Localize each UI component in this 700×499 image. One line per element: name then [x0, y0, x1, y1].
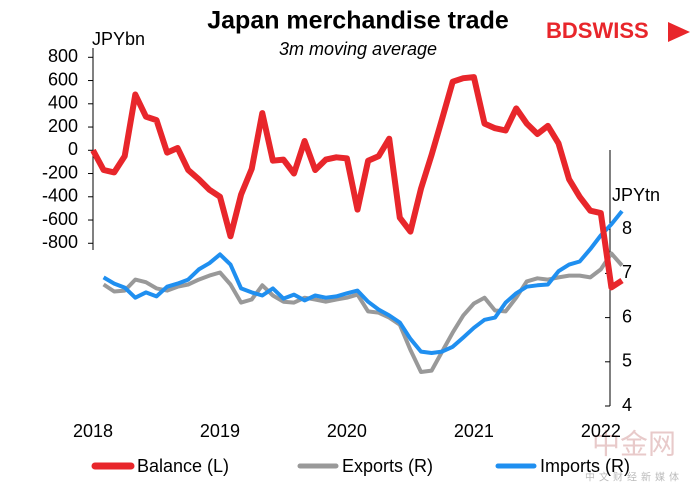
y-tick-label: 400 [48, 93, 78, 113]
chart-title: Japan merchandise trade [207, 7, 509, 35]
y-tick-label: 600 [48, 69, 78, 89]
y2-tick-label: 8 [622, 218, 632, 238]
y-tick-label: -400 [42, 186, 78, 206]
x-tick-label: 2021 [454, 421, 494, 441]
y2-tick-label: 6 [622, 306, 632, 326]
y2-axis-label: JPYtn [612, 185, 660, 205]
y2-tick-label: 7 [622, 262, 632, 282]
x-tick-label: 2018 [73, 421, 113, 441]
logo-icon [668, 22, 690, 42]
legend-label: Exports (R) [342, 456, 433, 476]
y-tick-label: -200 [42, 162, 78, 182]
legend-label: Balance (L) [137, 456, 229, 476]
watermark-sub: 中文财经新媒体 [585, 471, 683, 484]
y-tick-label: 0 [68, 139, 78, 159]
x-tick-label: 2020 [327, 421, 367, 441]
logo: BDSWISS [546, 18, 649, 43]
legend-label: Imports (R) [540, 456, 630, 476]
watermark: 中金网 [592, 428, 676, 459]
y2-tick-label: 4 [622, 395, 632, 415]
y-axis-label: JPYbn [92, 29, 145, 49]
y-tick-label: -800 [42, 232, 78, 252]
x-tick-label: 2022 [581, 421, 621, 441]
y-tick-label: 200 [48, 116, 78, 136]
series-line [102, 209, 624, 355]
x-tick-label: 2019 [200, 421, 240, 441]
series-line [102, 251, 624, 374]
series-line [90, 74, 624, 291]
y-tick-label: 800 [48, 46, 78, 66]
y2-tick-label: 5 [622, 351, 632, 371]
chart-subtitle: 3m moving average [279, 39, 437, 59]
y-tick-label: -600 [42, 209, 78, 229]
